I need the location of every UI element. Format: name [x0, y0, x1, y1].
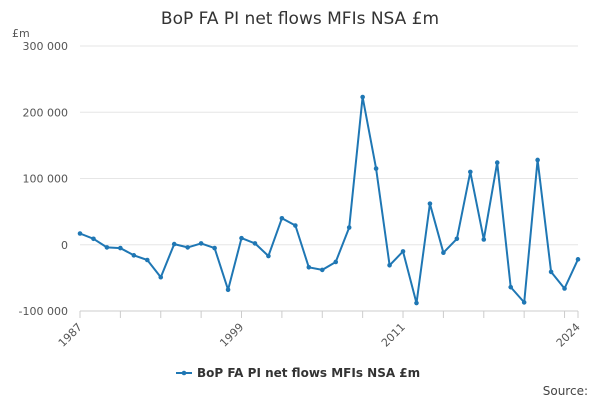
data-point[interactable]	[468, 169, 473, 175]
data-point[interactable]	[91, 236, 96, 242]
data-point[interactable]	[481, 237, 487, 242]
data-point[interactable]	[131, 253, 137, 258]
data-point[interactable]	[104, 245, 110, 250]
data-point[interactable]	[239, 235, 244, 241]
y-tick-label: -100 000	[19, 305, 68, 318]
legend-swatch-marker	[181, 370, 187, 376]
data-point[interactable]	[454, 236, 460, 242]
data-point[interactable]	[508, 284, 514, 290]
x-axis: 1987 1999 2011 2024	[56, 310, 583, 350]
x-tick-label: 1999	[217, 321, 246, 350]
data-point[interactable]	[535, 157, 540, 163]
data-point[interactable]	[306, 264, 312, 270]
y-tick-label: 100 000	[23, 173, 69, 186]
data-point[interactable]	[212, 245, 217, 251]
chart-title: BoP FA PI net flows MFIs NSA £m	[161, 9, 439, 29]
data-point[interactable]	[562, 286, 567, 291]
data-point[interactable]	[185, 245, 190, 250]
data-point[interactable]	[400, 249, 406, 254]
x-tick-label: 1987	[56, 321, 85, 350]
legend-label: BoP FA PI net flows MFIs NSA £m	[197, 366, 420, 380]
data-point[interactable]	[171, 241, 177, 247]
legend[interactable]: BoP FA PI net flows MFIs NSA £m	[176, 366, 420, 380]
x-tick-label: 2024	[554, 321, 583, 350]
y-axis-unit-label: £m	[12, 27, 30, 40]
data-point[interactable]	[118, 245, 123, 251]
data-point[interactable]	[266, 253, 271, 259]
data-point[interactable]	[521, 300, 527, 305]
data-point[interactable]	[494, 160, 500, 165]
source-label: Source:	[543, 384, 588, 398]
gridlines	[80, 45, 578, 312]
x-tick-label: 2011	[379, 321, 408, 350]
data-point[interactable]	[144, 257, 150, 263]
data-point[interactable]	[252, 241, 258, 246]
data-point[interactable]	[387, 262, 392, 268]
data-point[interactable]	[333, 259, 339, 265]
data-point[interactable]	[293, 223, 298, 228]
data-point[interactable]	[158, 274, 164, 280]
data-point[interactable]	[279, 215, 285, 221]
data-point[interactable]	[77, 231, 83, 236]
data-point[interactable]	[360, 94, 365, 100]
data-point[interactable]	[575, 257, 581, 262]
data-point[interactable]	[548, 269, 554, 275]
data-point[interactable]	[441, 250, 446, 255]
y-tick-label: 0	[61, 239, 68, 252]
y-tick-label: 200 000	[23, 106, 69, 119]
series-line	[79, 96, 579, 305]
y-tick-label: 300 000	[23, 40, 69, 53]
data-point[interactable]	[414, 300, 419, 306]
data-point[interactable]	[427, 201, 433, 206]
data-point[interactable]	[225, 287, 231, 293]
series-group	[77, 94, 581, 306]
data-point[interactable]	[346, 225, 352, 230]
data-point[interactable]	[198, 241, 204, 246]
series-layer	[77, 94, 581, 306]
y-axis-ticks: -100 000 0 100 000 200 000 300 000	[19, 40, 68, 318]
data-point[interactable]	[319, 267, 325, 273]
data-point[interactable]	[373, 166, 379, 171]
